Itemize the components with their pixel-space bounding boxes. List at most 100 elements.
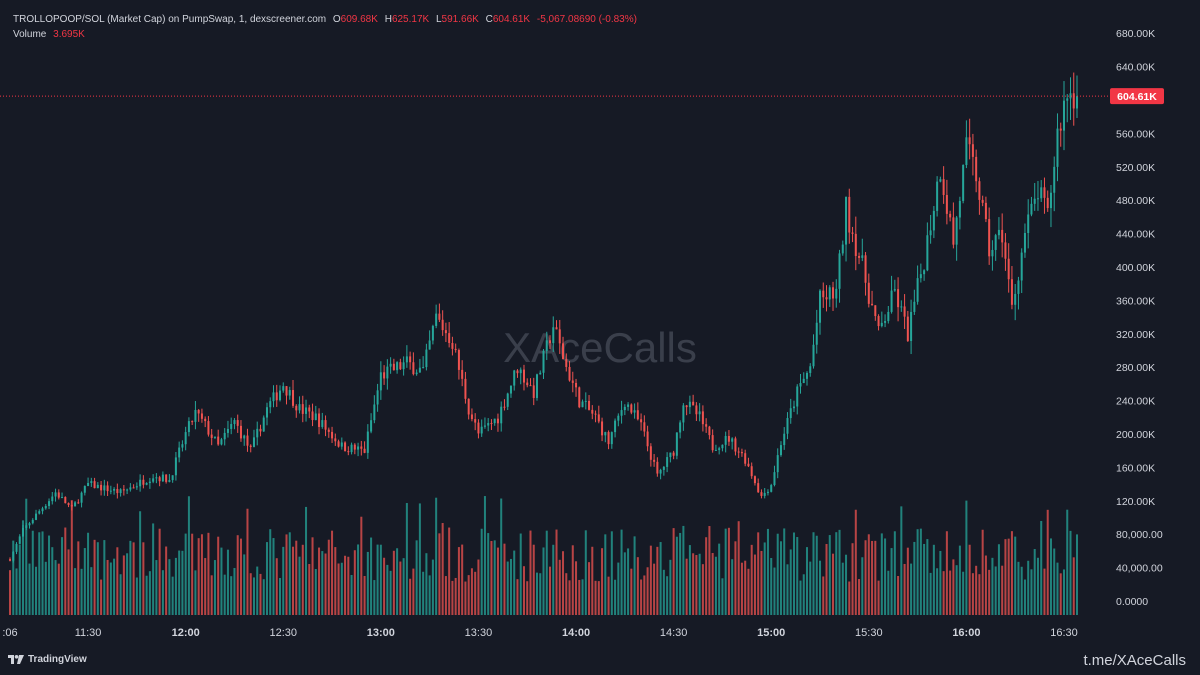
candle-body [614,420,617,433]
volume-bar [975,565,978,615]
volume-bar [890,548,893,615]
candle-body [337,441,340,447]
candle-body [379,372,382,391]
volume-bar [435,497,438,615]
candle-body [454,348,457,351]
tradingview-logo[interactable]: TradingView [8,654,87,665]
volume-bar [942,571,945,615]
volume-bar [897,576,900,615]
candle-body [152,478,155,482]
candle-body [392,363,395,371]
volume-bar [978,574,981,615]
candle-body [119,489,122,494]
volume-bar [337,563,340,615]
candle-body [44,505,47,509]
volume-bar [148,571,151,615]
candle-body [871,303,874,306]
candle-body [981,199,984,203]
candle-body [942,179,945,195]
candle-body [562,343,565,360]
candle-body [57,492,60,498]
price-axis[interactable]: 680.00K 640.00K 560.00K 520.00K 480.00K 440.0… [1116,28,1163,608]
volume-bar [692,553,695,615]
candle-body [493,418,496,424]
volume-bar [22,520,25,615]
volume-bar [15,568,18,615]
candle-body [425,349,428,368]
telegram-link[interactable]: t.me/XAceCalls [1083,652,1186,669]
volume-bar [968,544,971,615]
candle-body [503,406,506,408]
volume-bar [867,534,870,615]
tradingview-brand: TradingView [28,654,87,665]
candle-body [311,411,314,421]
volume-bar [770,557,773,615]
volume-bar [802,574,805,615]
volume-bar [997,544,1000,615]
volume-bar [711,553,714,615]
candle-body [542,350,545,373]
watermark: XAceCalls [503,324,697,371]
time-tick-label: 13:30 [465,627,493,639]
candle-body [643,422,646,432]
volume-bar [633,536,636,615]
volume-bar [415,540,418,615]
volume-bar [239,538,242,615]
candle-body [581,401,584,408]
candle-body [705,424,708,427]
time-tick-label: 14:30 [660,627,688,639]
volume-bar [685,558,688,615]
volume-bar [1072,557,1075,615]
volume-bar [568,580,571,615]
volume-bar [669,559,672,615]
candle-body [350,444,353,453]
candle-body [555,327,558,330]
candle-body [243,435,246,439]
candle-body [93,481,96,489]
time-axis[interactable]: :06 11:30 12:00 12:30 13:00 13:30 14:00 14:30 15… [2,627,1077,639]
price-tick-label: 200.00K [1116,429,1155,441]
candle-body [370,420,373,432]
candle-body [796,386,799,407]
candle-body [1001,229,1004,243]
candle-body [887,311,890,322]
volume-bar [363,575,366,615]
candle-body [217,436,220,445]
volume-bar [562,551,565,615]
volume-bar [259,573,262,615]
volume-bar [392,550,395,615]
candle-body [750,466,753,477]
candle-body [786,418,789,434]
volume-bar [884,538,887,615]
candle-body [389,363,392,367]
volume-bar [705,537,708,615]
volume-bar [701,564,704,615]
symbol-title[interactable]: TROLLOPOOP/SOL (Market Cap) on PumpSwap,… [13,14,327,25]
volume-bar [597,581,600,615]
candle-body [438,313,441,320]
candle-body [627,404,630,407]
candle-body [685,405,688,408]
volume-bar [565,573,568,615]
volume-bar [347,556,350,615]
candle-body [526,382,529,386]
volume-label[interactable]: Volume [13,29,47,40]
candle-body [770,485,773,492]
time-tick-label: 12:30 [269,627,297,639]
volume-bar [913,541,916,615]
candle-body [910,311,913,341]
volume-bar [910,563,913,615]
candle-body [174,457,177,476]
volume-bar [984,555,987,615]
price-tick-label: 280.00K [1116,362,1155,374]
volume-bar [578,579,581,615]
candle-body [568,366,571,381]
volume-bar [116,547,119,615]
candle-body [656,461,659,474]
candle-body [1017,280,1020,294]
candle-body [8,559,12,561]
volume-bar [965,500,968,615]
candle-body [67,503,70,505]
candle-body [210,434,213,438]
